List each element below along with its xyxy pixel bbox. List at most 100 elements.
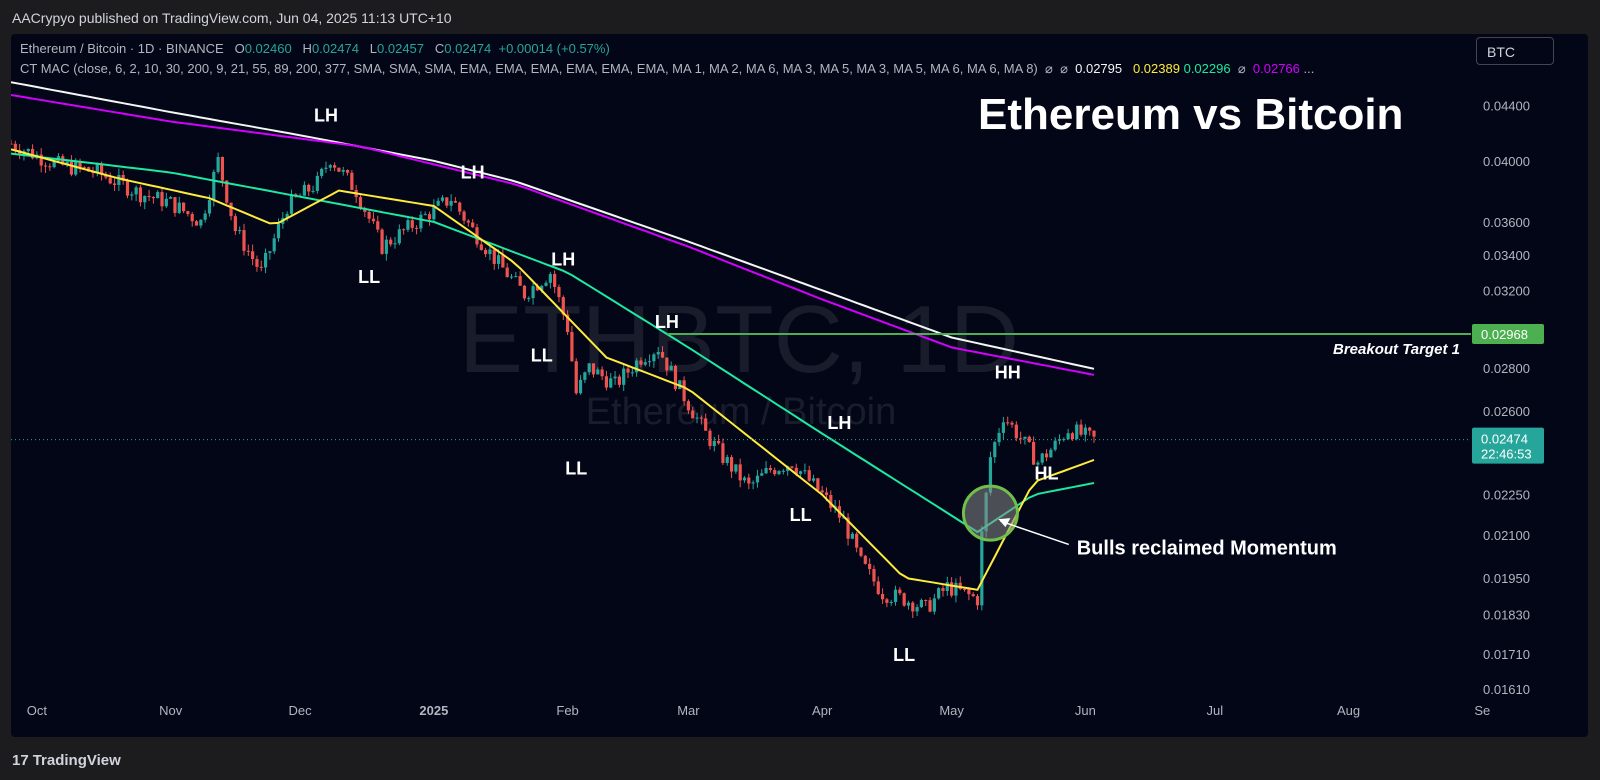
legend-more[interactable]: ... [1303,61,1315,76]
swing-label: HL [1035,463,1059,483]
chart-panel[interactable]: ETHBTC, 1D Ethereum / Bitcoin 0.04400 0.040… [11,34,1588,737]
candle-body [43,165,48,167]
indicator-legend[interactable]: CT MAC (close, 6, 2, 10, 30, 200, 9, 21,… [20,61,1314,77]
candle-body [453,200,458,203]
candle-body [721,443,725,463]
candle-body [341,170,345,172]
candle-body [630,372,634,374]
candle-body [798,471,803,474]
swing-label: LH [551,249,575,269]
candle-body [1053,440,1057,450]
candle-body [777,471,781,475]
candle-body [794,467,798,474]
candle-body [479,244,483,250]
candle-body [893,589,898,602]
symbol-name[interactable]: Ethereum / Bitcoin · 1D · BINANCE [20,41,224,56]
candle-body [78,161,82,168]
swing-label: LL [358,267,380,287]
candle-body [725,457,729,463]
candle-body [414,227,419,229]
candle-body [333,165,337,168]
swing-label: LL [565,458,587,478]
candle-body [11,143,13,145]
candle-body [566,314,570,333]
candle-body [622,368,626,385]
tradingview-footer[interactable]: 17 TradingView [12,752,121,769]
candle-body [691,410,695,419]
null-value-1: ⌀ [1045,61,1053,76]
swing-label: LL [893,645,915,665]
candle-body [574,361,578,394]
candle-body [125,180,130,196]
moving-average-line-0 [11,81,1095,370]
candle-body [350,172,354,190]
candle-body [376,221,380,230]
candle-body [647,361,652,363]
candle-body [980,531,984,606]
candle-body [1075,424,1079,440]
candle-body [786,466,790,471]
swing-label: LL [531,346,553,366]
countdown-label: 22:46:53 [1481,447,1532,462]
candle-body [320,168,324,176]
candle-body [712,440,716,446]
candle-body [233,216,237,232]
candle-body [389,239,393,245]
breakout-price-label: 0.02968 [1481,327,1528,342]
candle-body [885,599,889,603]
candle-body [967,589,971,595]
candle-body [345,170,350,173]
candle-body [781,470,785,472]
candle-body [747,477,751,484]
candle-body [807,470,811,481]
candle-body [384,239,388,254]
candle-body [1070,433,1075,440]
candle-body [130,194,134,196]
watermark-name: Ethereum / Bitcoin [586,391,896,433]
candle-body [302,184,307,196]
candle-body [199,219,203,226]
candle-body [527,298,531,300]
x-tick-label: Jun [1075,703,1096,718]
candle-body [742,477,747,481]
current-price-tag [1472,427,1544,464]
candle-body [242,230,246,251]
y-tick-label: 0.03200 [1483,283,1530,298]
breakout-target-label: Breakout Target 1 [1333,341,1460,358]
candle-body [484,249,488,255]
candle-body [751,482,755,484]
candle-body [177,202,181,213]
candle-body [458,202,462,212]
candle-body [427,214,432,220]
x-tick-label: Aug [1337,703,1360,718]
candle-body [285,213,289,219]
x-tick-label: 2025 [419,703,448,718]
candle-body [941,588,945,591]
candle-body [440,197,445,201]
compare-symbol-box[interactable]: BTC [1476,37,1554,65]
candle-body [880,594,885,600]
candle-body [596,369,600,375]
candle-body [436,200,440,206]
candle-body [225,180,229,203]
y-tick-label: 0.03600 [1483,215,1530,230]
candle-body [604,376,609,388]
candle-body [613,376,617,379]
candle-body [39,154,43,166]
low-value: 0.02457 [377,41,425,56]
candle-body [570,332,574,362]
candle-body [937,588,941,599]
candle-body [553,273,557,287]
candle-body [846,517,850,539]
candle-body [307,184,311,192]
candle-body [501,255,505,268]
candle-body [358,197,363,209]
candle-body [251,251,255,260]
swing-label: LH [655,312,679,332]
candle-body [263,252,268,268]
candle-body [229,202,233,217]
candle-body [820,490,824,493]
momentum-annotation: Bulls reclaimed Momentum [1077,537,1337,559]
candle-body [1092,430,1096,437]
